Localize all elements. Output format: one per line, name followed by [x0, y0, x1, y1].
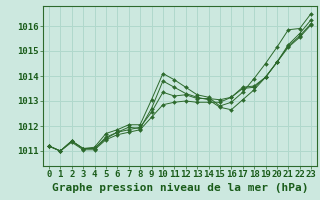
X-axis label: Graphe pression niveau de la mer (hPa): Graphe pression niveau de la mer (hPa)	[52, 183, 308, 193]
